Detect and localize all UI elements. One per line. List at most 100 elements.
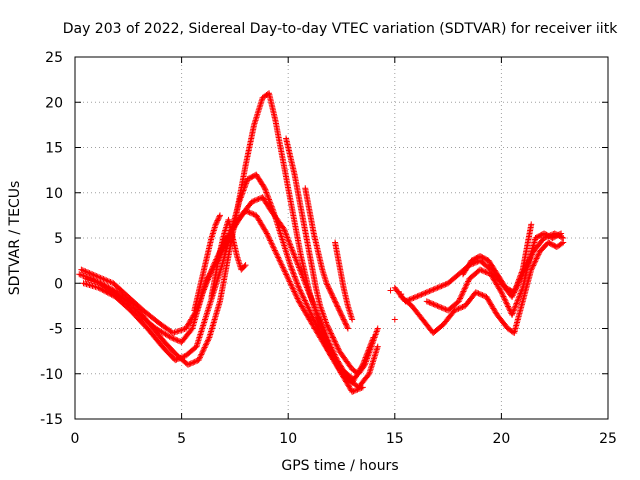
data-point: [173, 356, 180, 363]
data-point: [287, 279, 294, 286]
data-point: [435, 303, 442, 310]
data-point: [510, 307, 517, 314]
data-point: [273, 251, 280, 258]
data-point: [202, 341, 209, 348]
data-point: [332, 339, 339, 346]
data-point: [292, 276, 299, 283]
data-point: [511, 304, 518, 311]
data-point: [333, 342, 340, 349]
data-point: [459, 304, 466, 311]
data-point: [516, 291, 523, 298]
data-point: [318, 323, 325, 330]
data-point: [269, 206, 276, 213]
data-point: [518, 289, 525, 296]
data-point: [456, 296, 463, 303]
data-point: [296, 264, 303, 271]
data-point: [77, 271, 84, 278]
data-point: [461, 285, 468, 292]
data-point: [240, 186, 247, 193]
data-point: [349, 388, 356, 395]
data-point: [107, 279, 114, 286]
data-point: [264, 193, 271, 200]
data-point: [517, 273, 524, 280]
data-point: [267, 238, 274, 245]
data-point: [305, 304, 312, 311]
data-point: [304, 303, 311, 310]
data-point: [305, 305, 312, 312]
data-point: [339, 313, 346, 320]
data-point: [558, 230, 565, 237]
data-point: [498, 289, 505, 296]
data-point: [249, 210, 256, 217]
data-point: [252, 197, 259, 204]
data-point: [180, 326, 187, 333]
y-tick-label: -15: [40, 412, 63, 428]
data-point: [513, 282, 520, 289]
data-point: [351, 387, 358, 394]
data-point: [317, 302, 324, 309]
data-point: [442, 281, 449, 288]
data-point: [93, 273, 100, 280]
data-point: [517, 290, 524, 297]
data-point: [427, 287, 434, 294]
data-point: [285, 237, 292, 244]
data-point: [188, 326, 195, 333]
data-point: [293, 294, 300, 301]
data-point: [242, 183, 249, 190]
data-point: [312, 320, 319, 327]
data-point: [309, 314, 316, 321]
y-tick-label: 15: [45, 141, 63, 157]
data-point: [333, 341, 340, 348]
data-point: [294, 260, 301, 267]
data-point: [417, 292, 424, 299]
data-point: [319, 308, 326, 315]
data-point: [456, 305, 463, 312]
data-point: [265, 234, 272, 241]
data-point: [262, 186, 269, 193]
data-point: [89, 271, 96, 278]
data-point: [287, 241, 294, 248]
data-point: [528, 221, 535, 228]
data-point: [289, 269, 296, 276]
data-point: [324, 282, 331, 289]
x-tick-label: 15: [386, 431, 404, 447]
data-point: [559, 234, 566, 241]
data-point: [324, 345, 331, 352]
data-point: [265, 233, 272, 240]
data-point: [289, 267, 296, 274]
data-point: [184, 361, 191, 368]
data-point: [433, 285, 440, 292]
data-point: [79, 272, 86, 279]
y-tick-label: 25: [45, 50, 63, 66]
y-tick-label: 10: [45, 186, 63, 202]
data-point: [294, 295, 301, 302]
data-point: [261, 185, 268, 192]
data-point: [328, 331, 335, 338]
data-point: [337, 309, 344, 316]
data-point: [515, 277, 522, 284]
data-point: [344, 324, 351, 331]
data-point: [330, 294, 337, 301]
data-point: [172, 357, 179, 364]
data-point: [236, 197, 243, 204]
data-point: [479, 292, 486, 299]
data-point: [83, 268, 90, 275]
y-tick-label: -5: [49, 322, 63, 338]
data-point: [175, 328, 182, 335]
data-point: [478, 267, 485, 274]
data-point: [458, 304, 465, 311]
data-point: [535, 251, 542, 258]
data-point: [534, 252, 541, 259]
data-point: [277, 260, 284, 267]
data-point: [509, 293, 516, 300]
data-point: [434, 284, 441, 291]
data-point: [311, 318, 318, 325]
data-point: [78, 266, 85, 273]
data-point: [186, 361, 193, 368]
data-point: [327, 288, 334, 295]
chart-title: Day 203 of 2022, Sidereal Day-to-day VTE…: [63, 21, 618, 37]
data-point: [515, 276, 522, 283]
data-point: [502, 297, 509, 304]
data-point: [192, 308, 199, 315]
x-tick-label: 0: [71, 431, 80, 447]
